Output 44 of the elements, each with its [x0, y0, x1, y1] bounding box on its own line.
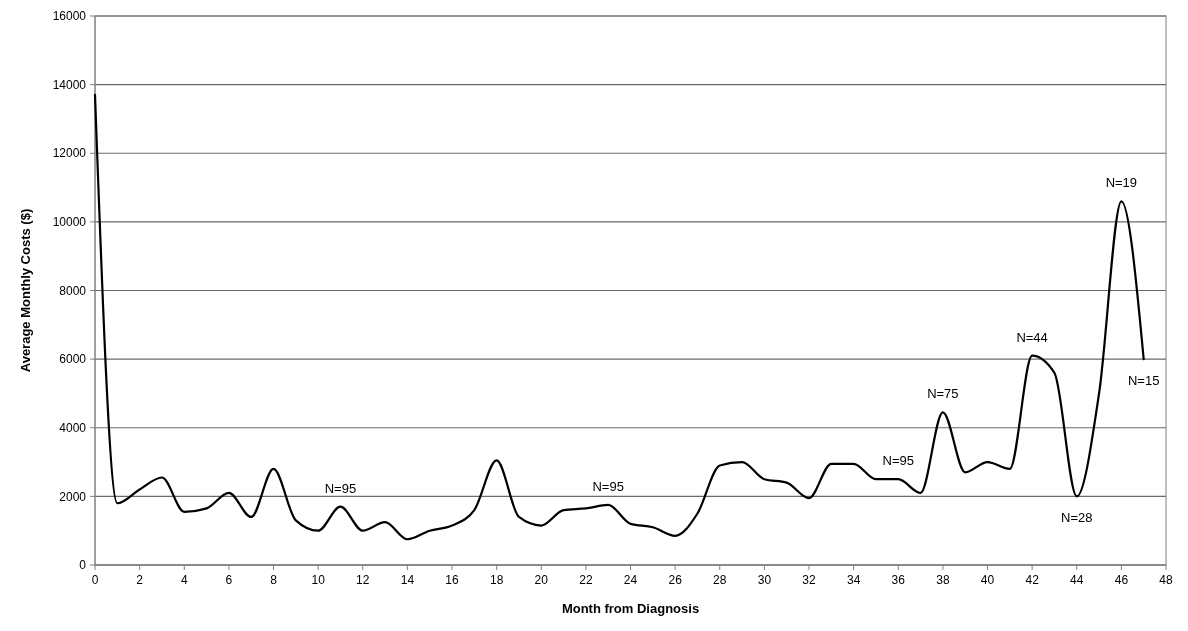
- y-tick-label: 4000: [59, 420, 87, 435]
- annotation: N=75: [927, 386, 959, 402]
- x-tick-label: 22: [579, 573, 593, 587]
- x-tick-label: 18: [489, 573, 504, 587]
- x-tick-label: 16: [445, 573, 459, 587]
- x-tick-label: 0: [91, 573, 99, 587]
- y-tick-label: 8000: [59, 283, 87, 298]
- x-tick-label: 36: [891, 573, 906, 587]
- x-tick-label: 34: [846, 573, 861, 587]
- x-axis-title: Month from Diagnosis: [561, 601, 700, 616]
- y-tick-label: 0: [79, 558, 87, 573]
- x-tick-label: 26: [668, 573, 683, 587]
- x-tick-label: 48: [1159, 573, 1173, 587]
- y-tick-label: 10000: [52, 215, 87, 230]
- annotation: N=95: [324, 480, 357, 496]
- y-tick-label: 16000: [52, 9, 87, 24]
- y-axis-title: Average Monthly Costs ($): [18, 208, 33, 373]
- annotation: N=28: [1061, 510, 1093, 526]
- x-tick-label: 24: [623, 573, 638, 587]
- x-tick-label: 14: [400, 573, 415, 587]
- annotation: N=95: [882, 453, 914, 469]
- annotation: N=95: [592, 478, 624, 494]
- x-tick-label: 30: [757, 573, 772, 587]
- x-tick-label: 40: [980, 573, 995, 587]
- y-tick-label: 12000: [52, 146, 87, 161]
- annotation: N=44: [1016, 329, 1048, 345]
- annotation: N=19: [1105, 175, 1138, 191]
- y-tick-label: 14000: [52, 77, 87, 92]
- x-tick-label: 32: [802, 573, 816, 587]
- x-tick-label: 10: [311, 573, 326, 587]
- x-tick-label: 4: [180, 573, 188, 587]
- x-tick-label: 2: [136, 573, 144, 587]
- x-tick-label: 38: [936, 573, 950, 587]
- x-tick-label: 28: [713, 573, 727, 587]
- x-tick-label: 46: [1114, 573, 1129, 587]
- annotation: N=15: [1127, 373, 1160, 389]
- x-tick-label: 12: [356, 573, 370, 587]
- x-tick-label: 44: [1070, 573, 1084, 587]
- x-tick-label: 6: [225, 573, 233, 587]
- x-tick-label: 8: [270, 573, 278, 587]
- x-tick-label: 20: [534, 573, 549, 587]
- y-tick-label: 6000: [59, 352, 87, 367]
- y-tick-label: 2000: [59, 489, 87, 504]
- x-tick-label: 42: [1025, 573, 1040, 587]
